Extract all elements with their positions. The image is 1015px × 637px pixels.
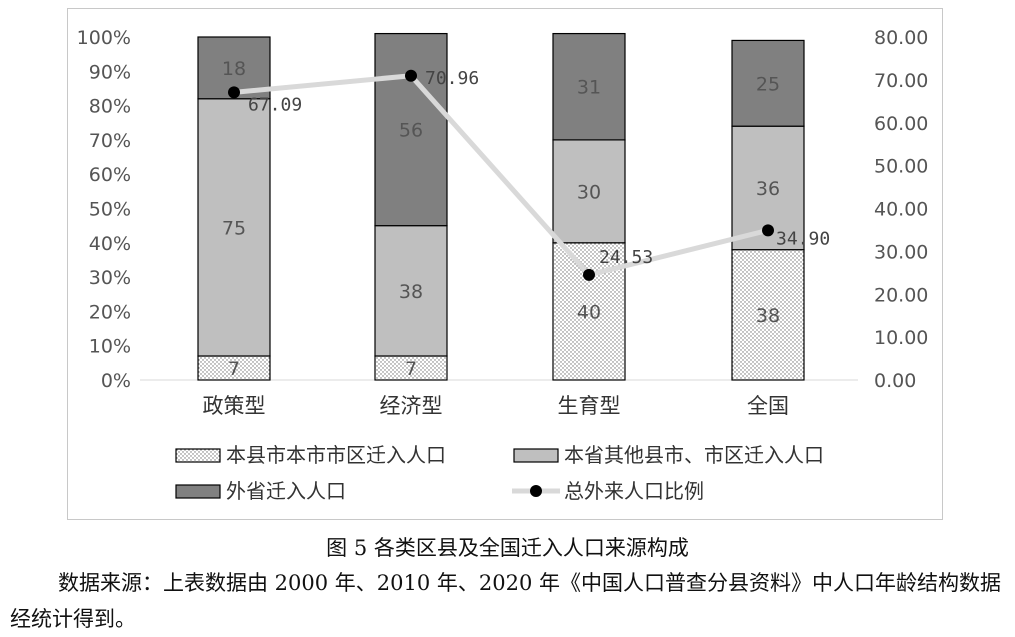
bar-value-label: 36: [756, 178, 780, 200]
bar-value-label: 40: [577, 301, 601, 323]
legend-swatch: [513, 448, 559, 463]
bar-segment: [197, 98, 271, 357]
bar-value-label: 30: [577, 181, 601, 203]
bar-segment: [197, 355, 271, 381]
bar-value-label: 31: [577, 77, 601, 99]
bar-segment: [731, 249, 805, 381]
y-left-tick-label: 20%: [89, 301, 131, 323]
y-right-tick-label: 60.00: [874, 113, 928, 135]
bar-value-label: 25: [756, 73, 780, 95]
bar-segment: [552, 242, 626, 381]
y-left-tick-label: 50%: [89, 199, 131, 221]
legend-label: 本省其他县市、市区迁入人口: [564, 443, 824, 467]
category-label: 生育型: [558, 394, 621, 418]
bar-value-label: 38: [756, 305, 780, 327]
bar-segment: [374, 32, 448, 227]
bar-segment: [731, 39, 805, 127]
line-point: [228, 86, 240, 99]
figure-caption: 图 5 各类区县及全国迁入人口来源构成: [326, 536, 689, 560]
y-left-tick-label: 70%: [89, 130, 131, 152]
bar-value-label: 38: [399, 281, 423, 303]
y-right-tick-label: 80.00: [874, 27, 928, 49]
category-label: 经济型: [380, 394, 443, 418]
y-right-tick-label: 20.00: [874, 284, 928, 306]
line-point: [762, 224, 774, 237]
y-right-tick-label: 70.00: [874, 70, 928, 92]
y-left-tick-label: 100%: [77, 27, 131, 49]
bar-value-label: 56: [399, 120, 423, 142]
chart-frame: 0% 10% 20% 30% 40% 50% 60% 70% 80% 90% 100% 0.00 10…: [67, 8, 943, 520]
y-left-tick-label: 10%: [89, 336, 131, 358]
line-point-label: 70.96: [425, 68, 479, 89]
y-left-tick-label: 90%: [89, 61, 131, 83]
y-left-tick-label: 40%: [89, 233, 131, 255]
y-left-tick-label: 60%: [89, 164, 131, 186]
bar-value-label: 18: [222, 58, 246, 80]
y-left-tick-label: 80%: [89, 96, 131, 118]
line-point-label: 34.90: [776, 228, 830, 249]
series-line: [233, 73, 769, 278]
bar-segment: [552, 32, 626, 141]
legend-label: 本县市本市市区迁入人口: [226, 443, 446, 467]
y-right-tick-label: 40.00: [874, 199, 928, 221]
category-label: 政策型: [203, 394, 266, 418]
bar-segment: [374, 355, 448, 381]
stacked-bar-line-chart: 0% 10% 20% 30% 40% 50% 60% 70% 80% 90% 100% 0.00 10…: [77, 27, 929, 503]
legend-label: 外省迁入人口: [226, 479, 346, 503]
y-right-tick-label: 50.00: [874, 156, 928, 178]
y-right-tick-label: 10.00: [874, 327, 928, 349]
bar-segment: [374, 225, 448, 357]
bar-value-label: 7: [405, 358, 417, 380]
legend-swatch: [175, 484, 221, 499]
line-point: [583, 268, 595, 281]
y-left-tick-label: 30%: [89, 267, 131, 289]
bar-value-label: 7: [228, 358, 240, 380]
line-point-label: 24.53: [599, 247, 653, 268]
y-right-tick-label: 0.00: [874, 370, 916, 392]
y-left-tick-label: 0%: [101, 370, 131, 392]
legend-swatch: [175, 448, 221, 463]
source-note: 数据来源：上表数据由 2000 年、2010 年、2020 年《中国人口普查分县…: [10, 571, 1002, 631]
line-point-label: 67.09: [248, 94, 302, 115]
legend-label: 总外来人口比例: [564, 479, 704, 503]
legend-swatch-marker: [530, 485, 542, 497]
category-label: 全国: [747, 394, 789, 418]
bar-value-label: 75: [222, 217, 246, 239]
y-right-tick-label: 30.00: [874, 241, 928, 263]
bar-segment: [552, 139, 626, 244]
line-point: [405, 69, 417, 82]
